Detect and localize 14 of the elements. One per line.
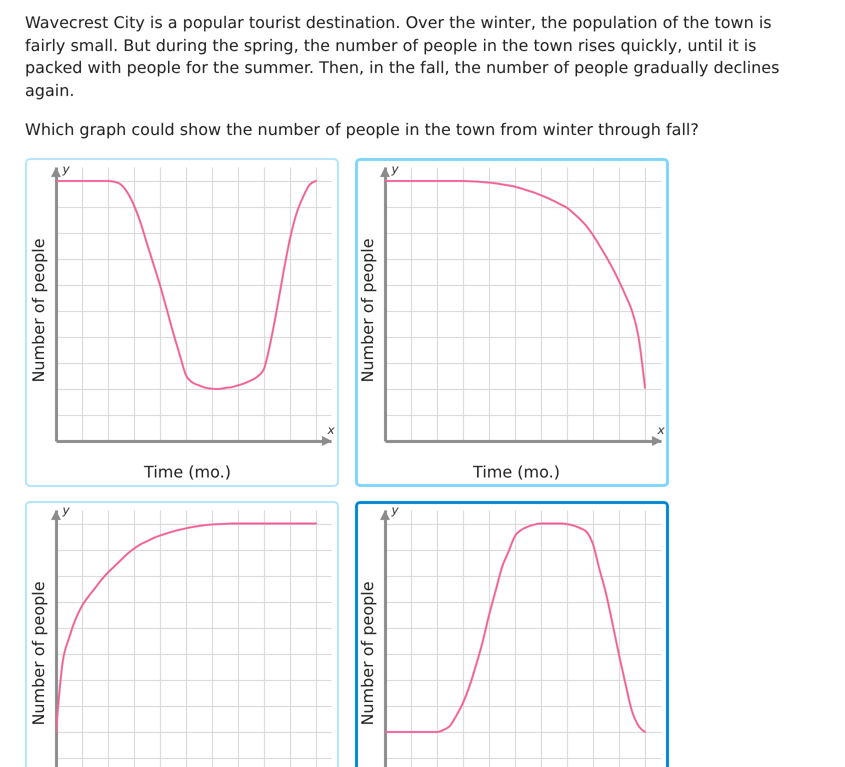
- text: x: [656, 423, 666, 437]
- y-axis-title: Number of people: [29, 581, 48, 726]
- text: Wavecrest City is a popular tourist destination. Over the winter, the population of the town is fairly small. But during the spring, the number of people in the town rises quickly, until it is packed with people for the summer. Then, in the fall, the number of people gradually declines again.: [25, 12, 780, 102]
- text: y: [390, 162, 400, 176]
- text: y: [390, 503, 400, 517]
- chart-subtitle: Which graph could show the number of people in the town from winter through fall?: [25, 118, 700, 141]
- text: y: [61, 162, 70, 176]
- annotation: x: [326, 423, 336, 437]
- x-axis-title: Time (mo.): [472, 462, 560, 482]
- y-axis-title: Number of people: [29, 238, 48, 383]
- y-axis-title: Number of people: [358, 581, 377, 726]
- y-axis-title: Number of people: [358, 238, 377, 383]
- text: y: [61, 503, 70, 517]
- x-axis-title: Time (mo.): [143, 462, 231, 482]
